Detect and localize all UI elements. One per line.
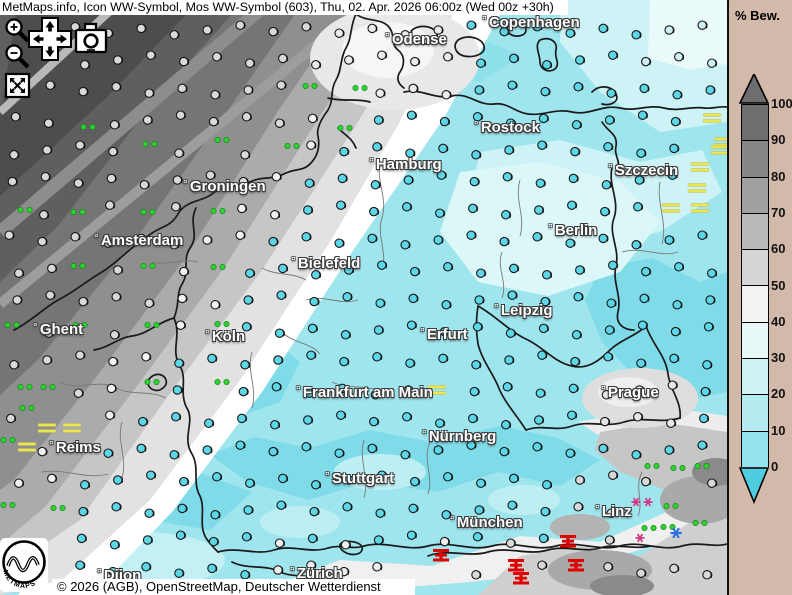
legend-title: % Bew. — [735, 8, 781, 23]
legend-panel: % Bew. 100 90 80 70 60 50 40 30 20 10 0 — [727, 0, 792, 595]
legend-tick-60: 60 — [771, 241, 786, 257]
zoom-in-button[interactable] — [5, 18, 30, 43]
metmaps-logo[interactable]: METMAPS — [0, 538, 48, 595]
zoom-out-button[interactable] — [5, 44, 30, 69]
legend-colorbar — [741, 104, 769, 467]
legend-tick-50: 50 — [771, 277, 786, 293]
legend-color-segment — [742, 212, 768, 250]
copyright-bar: © 2026 (AGB), OpenStreetMap, Deutscher W… — [52, 579, 415, 595]
pan-up-arrow-icon[interactable] — [45, 21, 55, 32]
legend-tick-30: 30 — [771, 350, 786, 366]
map-controls — [4, 17, 108, 99]
legend-color-segment — [742, 358, 768, 395]
legend-tick-10: 10 — [771, 422, 786, 438]
legend-color-segment — [742, 176, 768, 213]
legend-tick-100: 100 — [771, 96, 792, 111]
legend-color-segment — [742, 104, 768, 141]
legend-tick-80: 80 — [771, 168, 786, 184]
pan-cross-icon — [28, 17, 72, 61]
fullscreen-button[interactable] — [4, 72, 31, 99]
title-bar: MetMaps.info, Icon WW-Symbol, Mos WW-Sym… — [0, 0, 568, 15]
legend-bottom-arrow — [739, 467, 770, 504]
legend-tick-40: 40 — [771, 313, 786, 329]
legend-tick-20: 20 — [771, 386, 786, 402]
legend-color-segment — [742, 249, 768, 286]
legend-color-segment — [742, 321, 768, 359]
legend-tick-70: 70 — [771, 204, 786, 220]
legend-color-segment — [742, 140, 768, 177]
legend-color-segment — [742, 394, 768, 431]
legend-color-segment — [742, 430, 768, 467]
pan-right-arrow-icon[interactable] — [56, 34, 68, 44]
pan-left-arrow-icon[interactable] — [33, 34, 44, 44]
logo-circle-icon — [2, 540, 46, 584]
pan-control[interactable] — [28, 17, 72, 61]
screenshot-button[interactable] — [74, 22, 108, 54]
legend-color-segment — [742, 285, 768, 322]
weather-map-canvas[interactable] — [0, 0, 727, 595]
legend-top-arrow — [739, 74, 770, 104]
legend-tick-90: 90 — [771, 132, 786, 148]
pan-down-arrow-icon[interactable] — [45, 46, 55, 58]
legend-tick-0: 0 — [771, 459, 779, 474]
